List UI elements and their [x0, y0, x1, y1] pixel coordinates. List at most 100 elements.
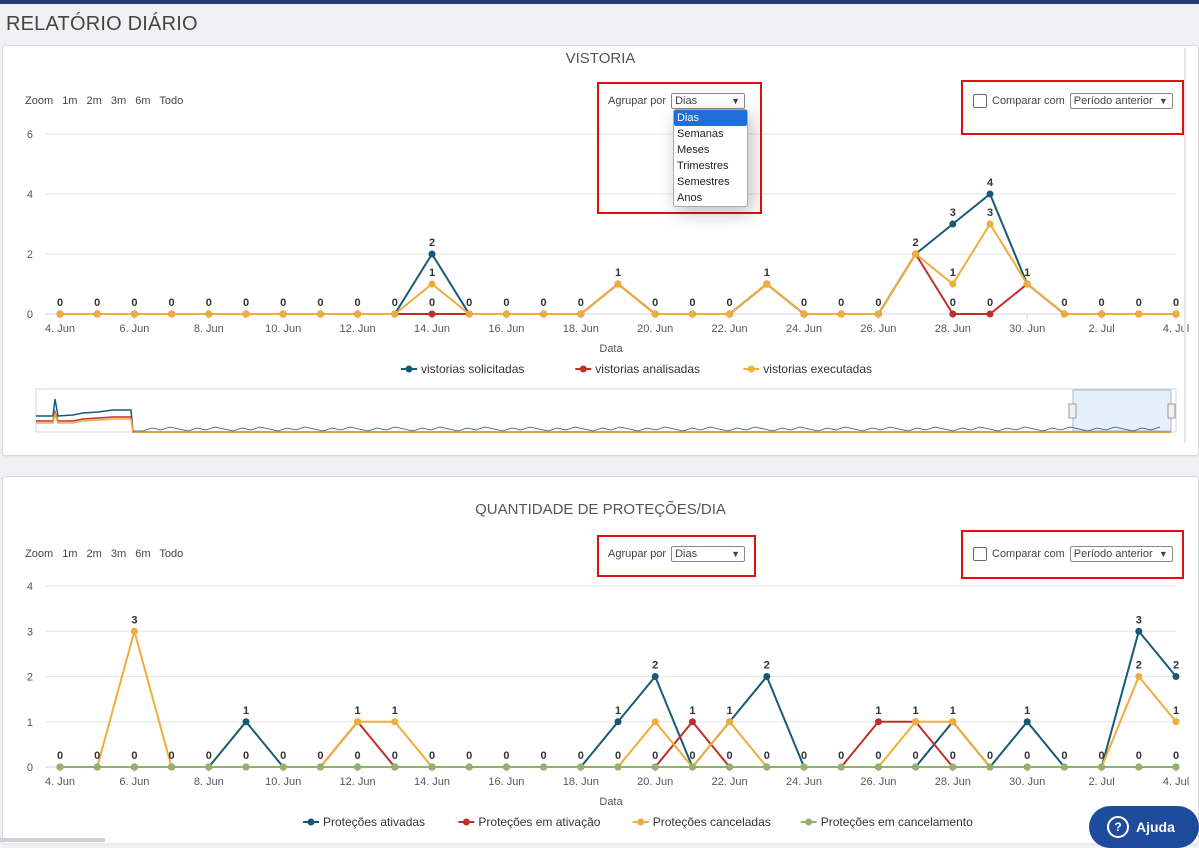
x-tick-label: 28. Jun — [935, 776, 971, 788]
legend-item: Proteções canceladas — [653, 815, 771, 829]
x-tick-label: 26. Jun — [860, 323, 896, 335]
data-point — [242, 310, 250, 318]
compare-select[interactable]: Período anterior ▼ — [1069, 93, 1173, 109]
y-tick-label: 3 — [27, 626, 33, 638]
data-label: 0 — [578, 297, 584, 309]
data-label: 0 — [206, 750, 212, 762]
data-label: 1 — [1024, 705, 1030, 717]
data-point — [540, 310, 548, 318]
group-by-select[interactable]: Dias ▼ — [671, 93, 746, 109]
data-point — [465, 310, 473, 318]
x-tick-label: 24. Jun — [786, 323, 822, 335]
group-by-control: Agrupar por Dias ▼ — [608, 546, 746, 562]
compare-checkbox[interactable] — [973, 94, 987, 108]
data-label: 0 — [503, 750, 509, 762]
data-label: 0 — [801, 297, 807, 309]
x-tick-label: 22. Jun — [712, 776, 748, 788]
data-point — [540, 763, 548, 771]
data-point — [1098, 763, 1106, 771]
compare-value: Período anterior — [1073, 95, 1153, 107]
data-point — [949, 763, 957, 771]
data-label: 0 — [466, 297, 472, 309]
data-point — [56, 310, 64, 318]
data-label: 0 — [1173, 297, 1179, 309]
data-point — [949, 220, 957, 228]
option-semestres[interactable]: Semestres — [677, 176, 730, 188]
data-label: 4 — [987, 177, 994, 189]
x-tick-label: 20. Jun — [637, 776, 673, 788]
x-tick-label: 4. Jul — [1163, 776, 1189, 788]
data-point — [391, 718, 399, 726]
data-label: 3 — [987, 207, 993, 219]
data-label: 0 — [1099, 297, 1105, 309]
horizontal-scrollbar[interactable] — [0, 838, 105, 842]
x-tick-label: 8. Jun — [194, 776, 224, 788]
option-dias[interactable]: Dias — [674, 110, 747, 126]
zoom-all-button[interactable]: Todo — [159, 548, 184, 560]
zoom-3m-button[interactable]: 3m — [110, 95, 127, 107]
compare-select[interactable]: Período anterior ▼ — [1069, 546, 1173, 562]
data-label: 1 — [727, 705, 733, 717]
data-point — [1172, 718, 1180, 726]
data-label: 1 — [243, 705, 249, 717]
data-label: 0 — [541, 297, 547, 309]
data-point — [949, 310, 957, 318]
group-by-value: Dias — [675, 95, 698, 107]
zoom-2m-button[interactable]: 2m — [86, 548, 102, 560]
group-by-select[interactable]: Dias ▼ — [671, 546, 746, 562]
data-point — [986, 763, 994, 771]
zoom-1m-button[interactable]: 1m — [62, 548, 78, 560]
x-tick-label: 18. Jun — [563, 323, 599, 335]
data-point — [168, 763, 176, 771]
navigator-selection — [1072, 389, 1172, 432]
x-axis-title: Data — [599, 796, 623, 808]
data-label: 1 — [950, 267, 956, 279]
group-by-dropdown[interactable]: Dias Semanas Meses Trimestres Semestres … — [673, 109, 748, 207]
data-point — [949, 280, 957, 288]
zoom-2m-button[interactable]: 2m — [86, 95, 102, 107]
legend-item: Proteções em ativação — [478, 815, 600, 829]
option-trimestres[interactable]: Trimestres — [677, 160, 729, 172]
data-point — [763, 673, 771, 680]
zoom-3m-button[interactable]: 3m — [110, 548, 127, 560]
x-tick-label: 4. Jun — [45, 776, 75, 788]
option-anos[interactable]: Anos — [677, 192, 703, 204]
x-tick-label: 4. Jun — [45, 323, 75, 335]
zoom-label: Zoom — [25, 95, 54, 107]
chart-title: QUANTIDADE DE PROTEÇÕES/DIA — [475, 501, 726, 518]
help-button[interactable]: ? Ajuda — [1089, 806, 1199, 848]
data-label: 0 — [727, 750, 733, 762]
x-tick-label: 6. Jun — [119, 323, 149, 335]
data-label: 0 — [355, 750, 361, 762]
x-tick-label: 14. Jun — [414, 323, 450, 335]
chevron-down-icon: ▼ — [1158, 96, 1168, 106]
data-label: 0 — [987, 297, 993, 309]
zoom-controls: Zoom 1m 2m 3m 6m Todo — [25, 548, 189, 560]
option-semanas[interactable]: Semanas — [677, 128, 724, 140]
data-label: 0 — [131, 750, 137, 762]
x-tick-label: 12. Jun — [340, 776, 376, 788]
zoom-6m-button[interactable]: 6m — [135, 95, 151, 107]
data-point — [428, 280, 436, 288]
data-point — [688, 718, 696, 726]
option-meses[interactable]: Meses — [677, 144, 710, 156]
top-accent-bar — [0, 0, 1199, 4]
zoom-1m-button[interactable]: 1m — [62, 95, 78, 107]
data-label: 0 — [950, 750, 956, 762]
y-tick-label: 0 — [27, 762, 33, 774]
data-label: 0 — [838, 750, 844, 762]
data-point — [1172, 763, 1180, 771]
data-point — [354, 718, 362, 726]
navigator-handle — [1167, 403, 1176, 419]
x-tick-label: 2. Jul — [1088, 323, 1114, 335]
data-label: 0 — [987, 750, 993, 762]
data-point — [614, 763, 622, 771]
x-tick-label: 22. Jun — [712, 323, 748, 335]
zoom-6m-button[interactable]: 6m — [135, 548, 151, 560]
data-point — [651, 763, 659, 771]
page-title: RELATÓRIO DIÁRIO — [6, 13, 198, 35]
group-by-control: Agrupar por Dias ▼ — [608, 93, 746, 109]
zoom-all-button[interactable]: Todo — [159, 95, 184, 107]
compare-checkbox[interactable] — [973, 547, 987, 561]
data-point — [391, 310, 399, 318]
